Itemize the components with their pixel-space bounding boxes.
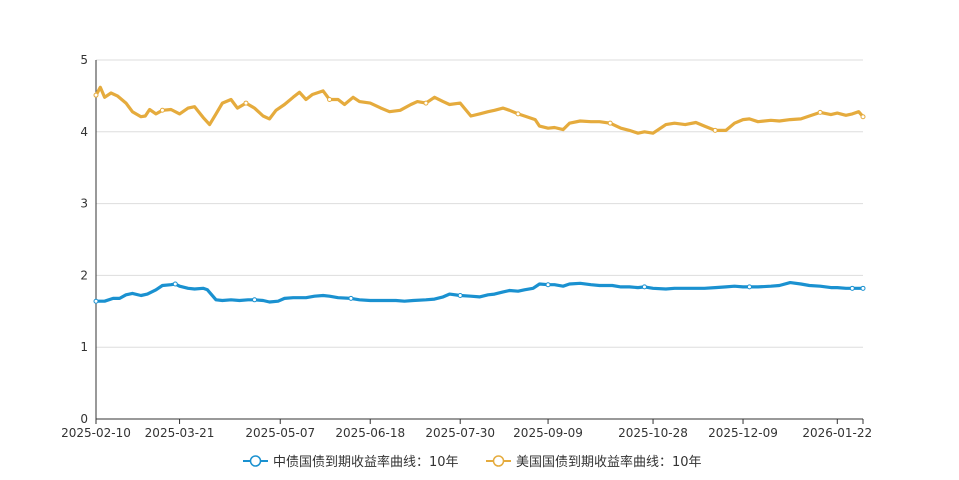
series-line: [94, 85, 865, 135]
x-tick-label: 2025-12-09: [708, 426, 778, 440]
axes: [95, 60, 863, 420]
x-tick-label: 2025-03-21: [145, 426, 215, 440]
legend-item-2[interactable]: 美国国债到期收益率曲线：10年: [486, 454, 702, 470]
y-tick-label: 3: [80, 197, 88, 211]
x-tick-label: 2025-07-30: [425, 426, 495, 440]
x-tick-label: 2025-02-10: [61, 426, 131, 440]
y-tick-label: 2: [80, 268, 88, 282]
y-tick-label: 0: [80, 412, 88, 426]
data-point: [712, 127, 718, 133]
data-point: [545, 282, 551, 288]
x-tick-label: 2025-06-18: [335, 426, 405, 440]
data-point: [607, 120, 613, 126]
x-tick-labels: 2025-02-10 2025-03-21 2025-05-07 2025-06-18…: [61, 419, 872, 440]
y-tick-label: 5: [80, 53, 88, 67]
series-line: [94, 281, 865, 304]
y-tick-labels: 0 1 2 3 4 5: [80, 53, 88, 426]
legend-item-1[interactable]: 中债国债到期收益率曲线：10年: [243, 454, 459, 470]
legend-label: 美国国债到期收益率曲线：10年: [516, 454, 702, 470]
y-tick-label: 4: [80, 125, 88, 139]
data-point: [641, 284, 647, 290]
y-tick-label: 1: [80, 340, 88, 354]
data-point: [746, 284, 752, 290]
data-point: [93, 298, 99, 304]
series-1: [93, 281, 866, 304]
series-lines: [93, 85, 866, 304]
legend[interactable]: 中债国债到期收益率曲线：10年 美国国债到期收益率曲线：10年: [243, 454, 702, 470]
data-point: [243, 100, 249, 106]
data-point: [849, 285, 855, 291]
data-point: [327, 96, 333, 102]
legend-circle-icon: [249, 455, 262, 467]
data-point: [860, 285, 866, 291]
legend-circle-icon: [492, 455, 505, 467]
data-point: [159, 107, 165, 113]
data-point: [348, 295, 354, 301]
series-2: [93, 85, 866, 135]
x-tick-label: 2025-09-09: [513, 426, 583, 440]
data-point: [515, 111, 521, 117]
grid-lines: [96, 59, 863, 348]
data-point: [172, 281, 178, 287]
legend-label: 中债国债到期收益率曲线：10年: [273, 454, 459, 470]
data-point: [860, 114, 866, 120]
x-tick-label: 2025-05-07: [245, 426, 315, 440]
data-point: [457, 293, 463, 299]
x-tick-label: 2026-01-22: [802, 426, 872, 440]
data-point: [252, 297, 258, 303]
x-tick-label: 2025-10-28: [618, 426, 688, 440]
data-point: [817, 109, 823, 115]
data-point: [423, 100, 429, 106]
data-point: [93, 92, 99, 98]
